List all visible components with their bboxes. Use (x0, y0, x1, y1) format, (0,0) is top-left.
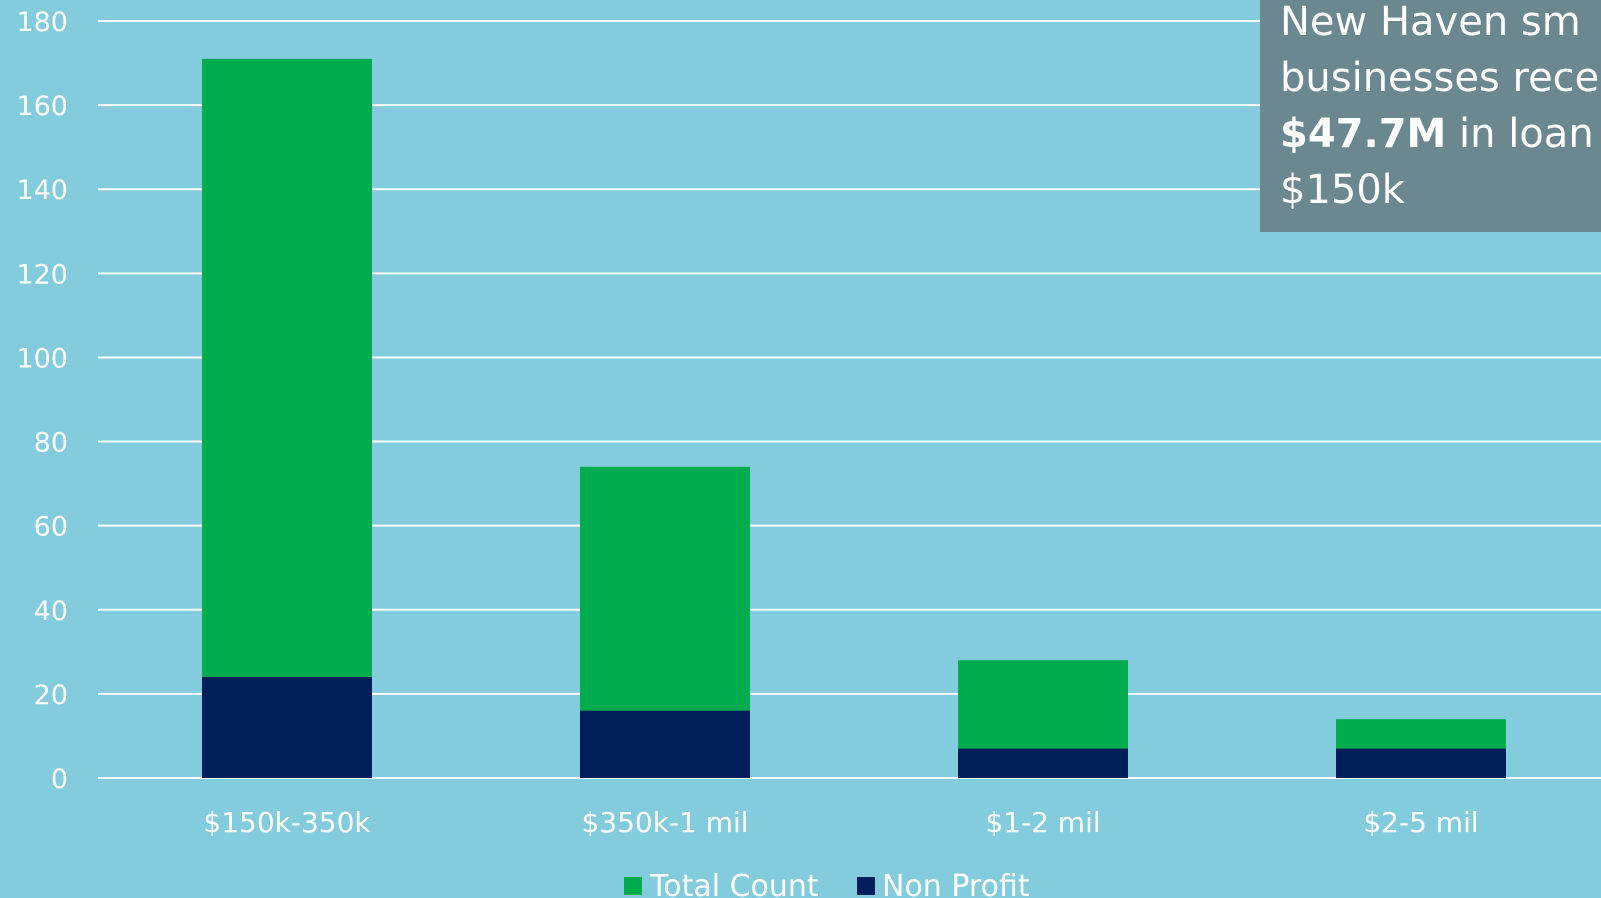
x-tick-label: $150k-350k (203, 806, 371, 839)
bar-total-count (202, 58, 372, 779)
callout-line-1: New Haven sm (1280, 0, 1581, 45)
y-tick-label: 60 (34, 512, 68, 543)
y-tick-label: 0 (51, 764, 68, 795)
y-tick-label: 40 (34, 596, 68, 627)
legend-label: Total Count (649, 869, 819, 898)
y-tick-label: 140 (16, 175, 68, 206)
legend-swatch (857, 877, 875, 895)
y-axis-ticks: 0 20 40 60 80 100 120 140 160 180 (16, 7, 68, 795)
legend: Total Count Non Profit (624, 869, 1030, 898)
bar-non-profit (958, 748, 1128, 778)
callout-line-4: $150k (1280, 167, 1405, 213)
x-tick-label: $350k-1 mil (581, 806, 748, 839)
y-tick-label: 120 (16, 259, 68, 290)
x-tick-label: $2-5 mil (1363, 806, 1478, 839)
bar-non-profit (580, 710, 750, 778)
y-tick-label: 20 (34, 680, 68, 711)
callout-line-2: businesses rece (1280, 55, 1600, 101)
bars (202, 58, 1506, 779)
legend-swatch (624, 877, 642, 895)
bar-non-profit (1336, 748, 1506, 778)
callout-amount: $47.7M (1280, 111, 1447, 157)
bar-non-profit (202, 677, 372, 778)
callout-line-3: $47.7M in loan (1280, 106, 1601, 162)
legend-label: Non Profit (882, 869, 1030, 898)
y-tick-label: 80 (34, 428, 68, 459)
y-tick-label: 100 (16, 343, 68, 374)
callout-line-3-rest: in loan (1446, 111, 1594, 157)
x-tick-label: $1-2 mil (985, 806, 1100, 839)
summary-callout: New Haven sm businesses rece $47.7M in l… (1260, 0, 1601, 232)
y-tick-label: 180 (16, 7, 68, 38)
x-axis-ticks: $150k-350k $350k-1 mil $1-2 mil $2-5 mil (203, 806, 1478, 839)
y-tick-label: 160 (16, 91, 68, 122)
